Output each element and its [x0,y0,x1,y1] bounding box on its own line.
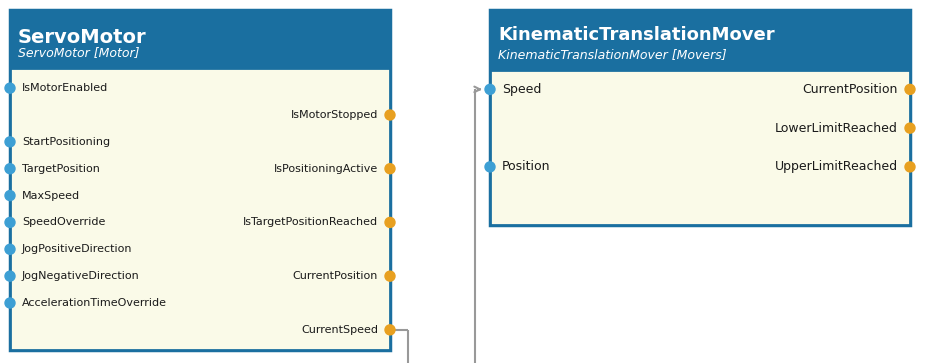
Text: JogNegativeDirection: JogNegativeDirection [22,271,140,281]
Circle shape [905,123,915,133]
Circle shape [385,110,395,120]
Text: JogPositiveDirection: JogPositiveDirection [22,244,133,254]
Text: SpeedOverride: SpeedOverride [22,217,106,228]
Text: Position: Position [502,160,551,174]
Text: UpperLimitReached: UpperLimitReached [775,160,898,174]
Circle shape [385,164,395,174]
Text: IsPositioningActive: IsPositioningActive [273,164,378,174]
Bar [490,10,910,225]
Circle shape [385,217,395,228]
Text: CurrentPosition: CurrentPosition [803,83,898,96]
Circle shape [385,325,395,335]
Text: IsMotorEnabled: IsMotorEnabled [22,83,108,93]
Text: Speed: Speed [502,83,541,96]
Text: TargetPosition: TargetPosition [22,164,100,174]
Text: KinematicTranslationMover [Movers]: KinematicTranslationMover [Movers] [498,48,727,61]
Text: ServoMotor [Motor]: ServoMotor [Motor] [18,46,139,59]
Circle shape [905,162,915,172]
Text: CurrentSpeed: CurrentSpeed [301,325,378,335]
Circle shape [5,271,15,281]
Text: IsMotorStopped: IsMotorStopped [291,110,378,120]
Text: AccelerationTimeOverride: AccelerationTimeOverride [22,298,167,308]
Bar [490,70,910,225]
Bar [10,68,390,350]
Text: MaxSpeed: MaxSpeed [22,191,80,201]
Text: KinematicTranslationMover: KinematicTranslationMover [498,26,775,44]
Text: CurrentPosition: CurrentPosition [293,271,378,281]
Text: StartPositioning: StartPositioning [22,137,110,147]
Text: IsTargetPositionReached: IsTargetPositionReached [243,217,378,228]
Circle shape [385,271,395,281]
Bar [10,10,390,350]
Circle shape [5,164,15,174]
Circle shape [5,191,15,201]
Circle shape [485,84,495,94]
Text: LowerLimitReached: LowerLimitReached [775,122,898,135]
Circle shape [905,84,915,94]
Text: ServoMotor: ServoMotor [18,28,146,47]
Circle shape [5,244,15,254]
Circle shape [5,137,15,147]
Circle shape [485,162,495,172]
Circle shape [5,217,15,228]
Circle shape [5,298,15,308]
Circle shape [5,83,15,93]
